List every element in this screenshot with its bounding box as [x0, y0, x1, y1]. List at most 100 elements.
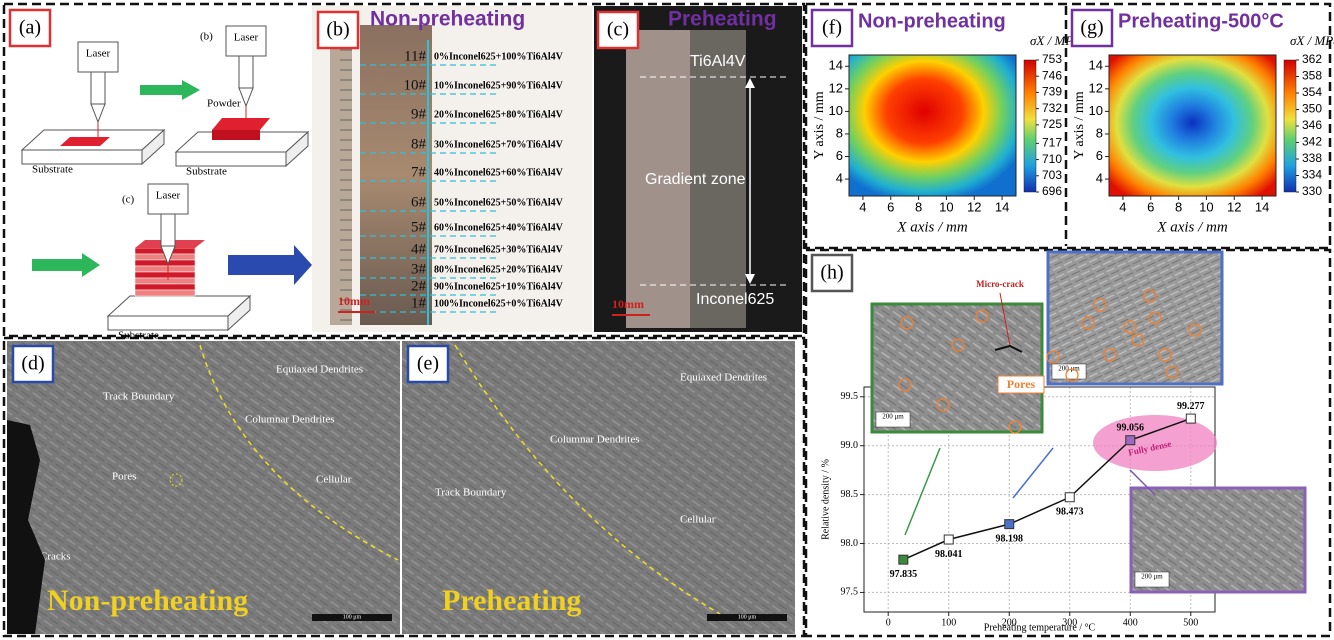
- label: Laser: [234, 32, 259, 44]
- label: 4: [836, 171, 843, 186]
- label: Equiaxed Dendrites: [276, 364, 363, 376]
- label: Preheating-500°C: [1118, 10, 1284, 32]
- label: 97.835: [890, 569, 918, 580]
- label: Y axis / mm: [812, 91, 827, 159]
- deposit-layer: [135, 278, 195, 284]
- label: 350: [1302, 102, 1322, 116]
- nozzle: [239, 56, 253, 88]
- label: (c): [607, 19, 629, 41]
- label: 99.277: [1177, 401, 1205, 412]
- colorbar: [1024, 60, 1036, 192]
- arrow: [140, 80, 200, 100]
- label: 14: [829, 58, 843, 73]
- label: 710: [1042, 152, 1062, 166]
- label: 753: [1042, 52, 1062, 66]
- label: Pores: [1007, 377, 1036, 391]
- deposit: [212, 118, 270, 130]
- label: 7#: [411, 164, 427, 180]
- label: 20%Inconel625+80%Ti6Al4V: [434, 109, 564, 120]
- label: 4: [1119, 199, 1126, 214]
- label: (b): [326, 19, 349, 41]
- label: (b): [200, 31, 213, 43]
- label: 10mm: [612, 297, 644, 311]
- label: 346: [1302, 118, 1322, 132]
- label: 30%Inconel625+70%Ti6Al4V: [434, 139, 564, 150]
- label: Columnar Dendrites: [550, 434, 640, 446]
- label: Ti6Al4V: [690, 53, 746, 70]
- label: 99.056: [1117, 423, 1145, 434]
- figure: (a)SubstrateLaserSubstrateLaser(b)Powder…: [0, 0, 1334, 640]
- substrate-front: [22, 150, 142, 164]
- substrate-top: [108, 296, 250, 316]
- heatmap: [849, 55, 1016, 196]
- label: 10#: [404, 77, 427, 93]
- label: 97.5: [841, 587, 859, 598]
- colorbar: [1284, 60, 1296, 192]
- label: 100%Inconel625+0%Ti6Al4V: [434, 298, 564, 309]
- label: Cellular: [316, 474, 352, 486]
- label: 500: [1183, 617, 1198, 628]
- label: 6: [1096, 148, 1103, 163]
- deposit-layer: [135, 284, 195, 290]
- label: 10: [1199, 199, 1213, 214]
- label: 8: [1096, 125, 1103, 140]
- point: [1126, 436, 1135, 445]
- label: 40%Inconel625+60%Ti6Al4V: [434, 167, 564, 178]
- label: Pores: [112, 471, 136, 483]
- label: 100 μm: [738, 614, 757, 620]
- label: 10%Inconel625+90%Ti6Al4V: [434, 80, 564, 91]
- label: 98.5: [841, 489, 859, 500]
- label: 717: [1042, 136, 1062, 150]
- point: [1065, 493, 1074, 502]
- label: 6: [836, 148, 843, 163]
- arrow: [32, 253, 100, 277]
- label: 362: [1302, 52, 1322, 66]
- label: 60%Inconel625+40%Ti6Al4V: [434, 222, 564, 233]
- label: Columnar Dendrites: [245, 414, 335, 426]
- label: 98.473: [1056, 507, 1084, 518]
- label: 8: [915, 199, 922, 214]
- label: σX / MPa: [1290, 33, 1334, 48]
- pointer-arrow: [905, 448, 940, 535]
- label: 4: [1096, 171, 1103, 186]
- label: 100 μm: [343, 614, 362, 620]
- label: 11#: [404, 48, 426, 64]
- label: 98.041: [935, 549, 963, 560]
- label: 0: [886, 617, 891, 628]
- label: Laser: [156, 190, 181, 202]
- label: (d): [21, 353, 44, 375]
- label: Non-preheating: [858, 10, 1006, 32]
- point: [944, 535, 953, 544]
- label: 14: [1255, 199, 1269, 214]
- page: { "panels": { "a": {"label": "(a)", "lab…: [0, 0, 1334, 640]
- label: 330: [1302, 184, 1322, 198]
- label: 200 μm: [1141, 573, 1163, 581]
- label: 12: [1227, 199, 1241, 214]
- label: 2#: [411, 278, 427, 294]
- label: 14: [1089, 58, 1103, 73]
- label: 1#: [411, 295, 427, 311]
- label: Inconel625: [696, 291, 774, 308]
- label: Non-preheating: [370, 8, 525, 31]
- label: Track Boundary: [103, 391, 175, 403]
- label: 4#: [411, 241, 427, 257]
- pointer-arrow: [1013, 448, 1053, 498]
- label: 10: [939, 199, 953, 214]
- label: (c): [122, 194, 135, 206]
- label: 354: [1302, 85, 1322, 99]
- label: (f): [822, 17, 842, 39]
- point: [899, 555, 908, 564]
- label: 99.0: [841, 440, 859, 451]
- deposit-layer: [135, 290, 195, 296]
- label: X axis / mm: [896, 219, 968, 235]
- label: 8: [836, 125, 843, 140]
- label: 358: [1302, 69, 1322, 83]
- label: (e): [417, 353, 439, 375]
- deposit-layer: [135, 272, 195, 278]
- label: 6#: [411, 194, 427, 210]
- deposit: [212, 130, 260, 140]
- label: 8#: [411, 136, 427, 152]
- label: Cellular: [680, 514, 716, 526]
- label: 338: [1302, 151, 1322, 165]
- label: 739: [1042, 85, 1062, 99]
